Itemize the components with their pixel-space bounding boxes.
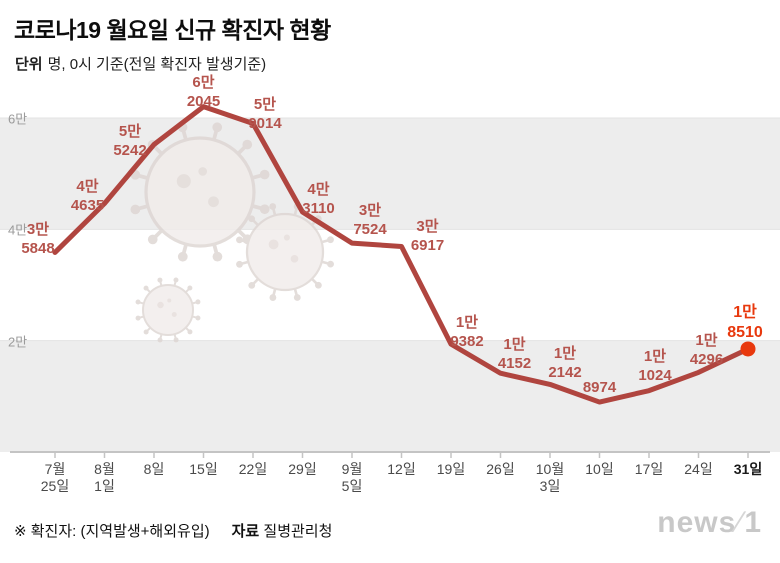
x-axis-label: 17일	[634, 461, 664, 477]
unit-note: 단위 명, 0시 기준(전일 확진자 발생기준)	[15, 53, 266, 74]
point-label: 4만 4635	[70, 177, 105, 214]
point-label: 6만 2045	[186, 73, 221, 110]
source-text: 질병관리청	[263, 523, 333, 540]
point-label: 1만 2142	[548, 345, 582, 382]
point-label: 3만 5848	[21, 221, 55, 258]
x-axis-label: 26일	[486, 461, 515, 477]
source-note: ※ 확진자: (지역발생+해외유입) 자료 질병관리청	[14, 520, 332, 541]
line-chart: 3만 5848 4만 4635 5만 5242 6만 2045 5만 9014 4만 3110 3만 75…	[0, 74, 780, 505]
note-text: ※ 확진자: (지역발생+해외유입)	[14, 523, 210, 540]
unit-text: 명, 0시 기준(전일 확진자 발생기준)	[47, 56, 267, 73]
chart-bands	[0, 118, 780, 452]
x-axis-label: 12일	[387, 461, 416, 477]
y-axis-label: 6만	[8, 111, 28, 127]
chart-gridlines	[0, 117, 780, 342]
logo-one: 1	[744, 506, 762, 539]
x-axis-label: 8월 1일	[94, 461, 115, 494]
point-label: 3만 7524	[353, 202, 387, 239]
chart-series	[10, 104, 770, 458]
x-axis-label: 31일	[733, 461, 763, 477]
chart-canvas	[0, 104, 780, 458]
y-axis-label: 4만	[8, 222, 28, 238]
y-axis-label: 2만	[8, 334, 28, 350]
x-axis-label: 19일	[436, 461, 466, 477]
x-axis-label: 22일	[238, 461, 268, 477]
x-axis-label: 8일	[143, 461, 165, 477]
unit-label: 단위	[15, 56, 43, 73]
point-label: 1만 8510	[727, 303, 763, 341]
point-label: 8974	[582, 379, 617, 397]
point-label: 1만 4296	[689, 332, 724, 369]
point-label: 5만 5242	[113, 123, 147, 160]
coronavirus-watermark-icon	[130, 122, 334, 343]
x-axis-label: 10일	[585, 461, 614, 477]
news1-logo: news∕1	[657, 506, 762, 540]
point-label: 4만 3110	[302, 181, 335, 218]
page-title: 코로나19 월요일 신규 확진자 현황	[14, 17, 331, 43]
x-axis-label: 9월 5일	[341, 461, 363, 494]
point-label: 1만 1024	[638, 347, 672, 384]
x-axis-label: 24일	[684, 461, 713, 477]
x-axis-label: 29일	[288, 461, 317, 477]
source-label: 자료	[231, 523, 260, 540]
point-label: 5만 9014	[248, 96, 282, 133]
logo-slash-icon: ∕	[737, 506, 744, 539]
x-axis-label: 7월 25일	[40, 461, 70, 494]
logo-news: news	[657, 506, 737, 539]
x-axis-label: 15일	[189, 461, 218, 477]
point-label: 1만 4152	[497, 336, 532, 373]
x-axis-label: 10월 3일	[535, 461, 565, 494]
point-label: 3만 6917	[410, 218, 445, 255]
point-label: 1만 9382	[450, 314, 484, 351]
